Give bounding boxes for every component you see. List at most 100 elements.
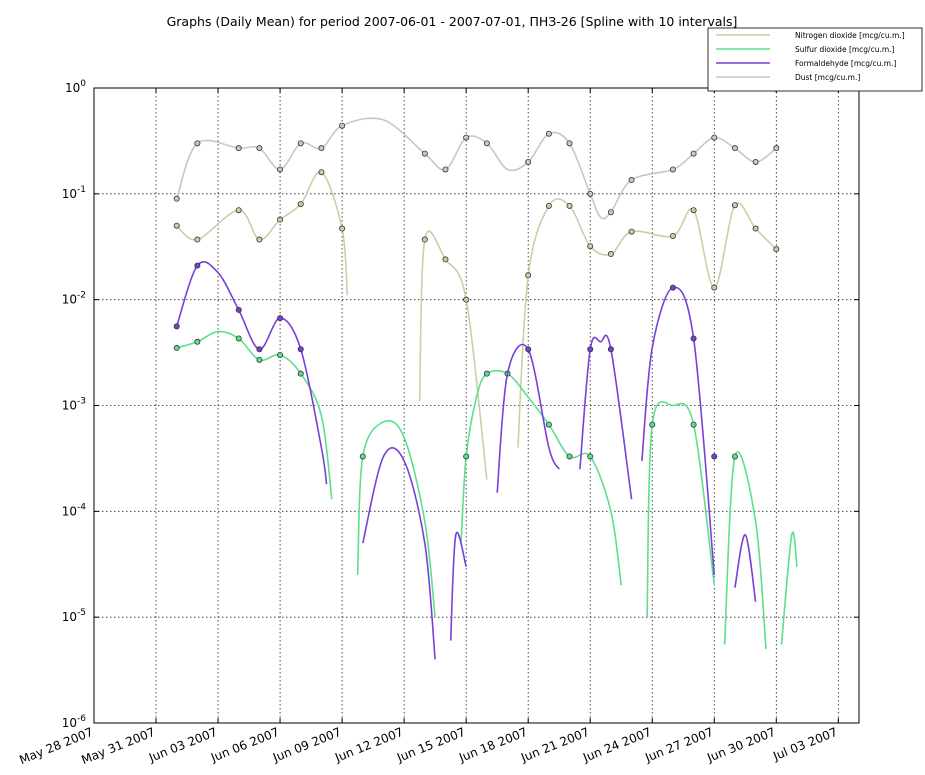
data-point	[566, 453, 573, 460]
data-point	[318, 169, 325, 176]
data-point	[297, 370, 304, 377]
data-point	[525, 346, 532, 353]
x-tick-label: Jun 15 2007	[394, 725, 467, 765]
data-point	[752, 158, 759, 165]
data-point	[277, 166, 284, 173]
series-line	[176, 171, 349, 296]
y-tick-label: 10-1	[62, 185, 86, 201]
legend-label: Sulfur dioxide [mcg/cu.m.]	[795, 45, 895, 54]
series-layer	[173, 117, 798, 660]
data-point	[587, 190, 594, 197]
data-point	[587, 346, 594, 353]
series-line	[780, 531, 798, 645]
x-tick-label: Jun 09 2007	[270, 725, 343, 765]
data-point	[256, 346, 263, 353]
y-tick-label: 10-4	[62, 502, 87, 518]
data-point	[297, 201, 304, 208]
data-point	[752, 225, 759, 232]
data-point	[235, 207, 242, 214]
series-line	[418, 230, 488, 480]
series-line	[579, 334, 633, 500]
data-point	[483, 140, 490, 147]
data-point	[711, 134, 718, 141]
series-line	[646, 401, 716, 618]
series-line	[641, 286, 716, 576]
data-point	[773, 145, 780, 152]
x-tick-label: Jun 18 2007	[456, 725, 529, 765]
series-3	[173, 261, 757, 660]
data-point	[194, 236, 201, 243]
x-tick-label: Jun 12 2007	[332, 725, 405, 765]
series-line	[449, 531, 467, 641]
data-point	[173, 323, 180, 330]
data-point	[318, 145, 325, 152]
data-point	[690, 335, 697, 342]
data-point	[731, 145, 738, 152]
data-point	[669, 232, 676, 239]
series-line	[175, 117, 777, 220]
data-point	[566, 202, 573, 209]
series-line	[517, 198, 777, 448]
data-point	[587, 453, 594, 460]
data-point	[194, 262, 201, 269]
data-point	[607, 346, 614, 353]
data-point	[194, 338, 201, 345]
y-tick-label: 10-6	[62, 714, 87, 730]
data-point	[587, 243, 594, 250]
data-point	[442, 256, 449, 263]
data-point	[256, 145, 263, 152]
data-point	[607, 251, 614, 258]
series-line	[723, 451, 767, 650]
legend-label: Nitrogen dioxide [mcg/cu.m.]	[795, 31, 905, 40]
data-point	[277, 352, 284, 359]
data-point	[731, 453, 738, 460]
data-point	[463, 453, 470, 460]
data-point	[173, 344, 180, 351]
legend-box	[707, 27, 923, 92]
data-point	[235, 335, 242, 342]
data-point	[173, 195, 180, 202]
data-point	[525, 158, 532, 165]
series-line	[362, 447, 436, 660]
data-point	[194, 140, 201, 147]
data-point	[483, 370, 490, 377]
data-point	[442, 166, 449, 173]
data-point	[421, 236, 428, 243]
series-line	[496, 343, 560, 493]
x-tick-label: Jul 03 2007	[770, 725, 839, 764]
series-line	[176, 330, 333, 500]
plot-frame	[93, 87, 860, 724]
data-point	[297, 140, 304, 147]
data-point	[628, 177, 635, 184]
data-point	[235, 145, 242, 152]
y-tick-label: 10-5	[62, 608, 86, 624]
data-point	[359, 453, 366, 460]
legend: Nitrogen dioxide [mcg/cu.m.] Sulfur dioxi…	[707, 27, 923, 92]
data-point	[235, 306, 242, 313]
series-line	[460, 369, 622, 586]
legend-label: Formaldehyde [mcg/cu.m.]	[795, 59, 896, 68]
data-point	[773, 246, 780, 253]
data-point	[566, 140, 573, 147]
x-tick-label: Jun 27 2007	[642, 725, 715, 765]
x-tick-label: Jun 21 2007	[518, 725, 591, 765]
data-point	[277, 216, 284, 223]
series-4	[173, 117, 780, 220]
data-point	[649, 421, 656, 428]
data-point	[545, 421, 552, 428]
data-point	[545, 202, 552, 209]
data-point	[690, 150, 697, 157]
series-2	[173, 330, 798, 650]
grid	[93, 87, 859, 724]
y-tick-label: 10-2	[62, 291, 86, 307]
legend-label: Dust [mcg/cu.m.]	[795, 73, 860, 82]
data-point	[690, 207, 697, 214]
x-tick-label: Jun 24 2007	[580, 725, 653, 765]
data-point	[421, 150, 428, 157]
data-point	[731, 202, 738, 209]
series-line	[356, 419, 436, 618]
y-axis: 100 10-1 10-2 10-3 10-4 10-5 10-6	[62, 79, 859, 730]
data-point	[463, 296, 470, 303]
